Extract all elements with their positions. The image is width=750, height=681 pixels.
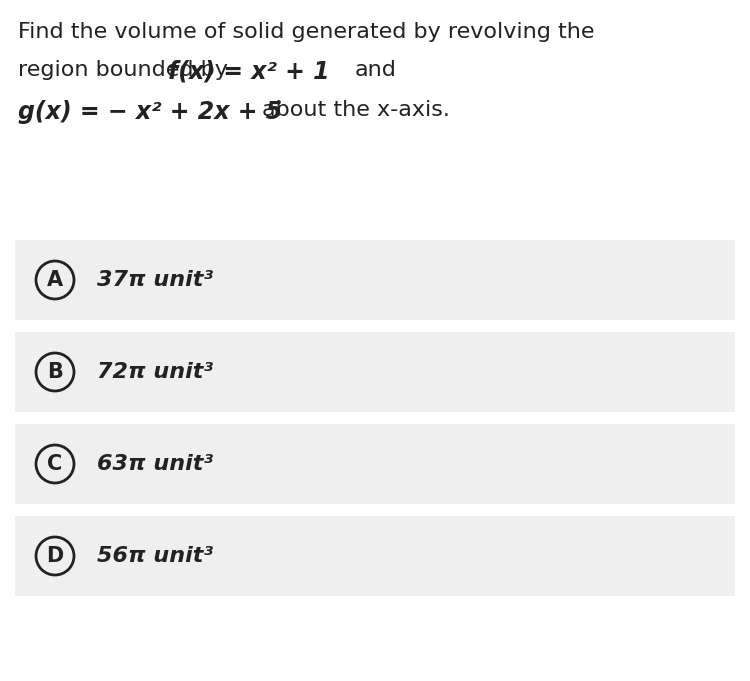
Text: 72π unit³: 72π unit³ bbox=[97, 362, 213, 382]
FancyBboxPatch shape bbox=[15, 240, 735, 320]
Text: B: B bbox=[47, 362, 63, 382]
Text: 37π unit³: 37π unit³ bbox=[97, 270, 213, 290]
Text: Find the volume of solid generated by revolving the: Find the volume of solid generated by re… bbox=[18, 22, 595, 42]
Text: 63π unit³: 63π unit³ bbox=[97, 454, 213, 474]
Text: C: C bbox=[47, 454, 62, 474]
Text: A: A bbox=[47, 270, 63, 290]
Text: f(x) = x² + 1: f(x) = x² + 1 bbox=[168, 60, 330, 84]
Text: and: and bbox=[355, 60, 397, 80]
Text: 56π unit³: 56π unit³ bbox=[97, 546, 213, 566]
Text: about the x-axis.: about the x-axis. bbox=[262, 100, 450, 120]
FancyBboxPatch shape bbox=[15, 332, 735, 412]
Text: g(x) = − x² + 2x + 5: g(x) = − x² + 2x + 5 bbox=[18, 100, 282, 124]
Text: D: D bbox=[46, 546, 64, 566]
FancyBboxPatch shape bbox=[15, 516, 735, 596]
FancyBboxPatch shape bbox=[15, 424, 735, 504]
Text: region bounded by: region bounded by bbox=[18, 60, 235, 80]
